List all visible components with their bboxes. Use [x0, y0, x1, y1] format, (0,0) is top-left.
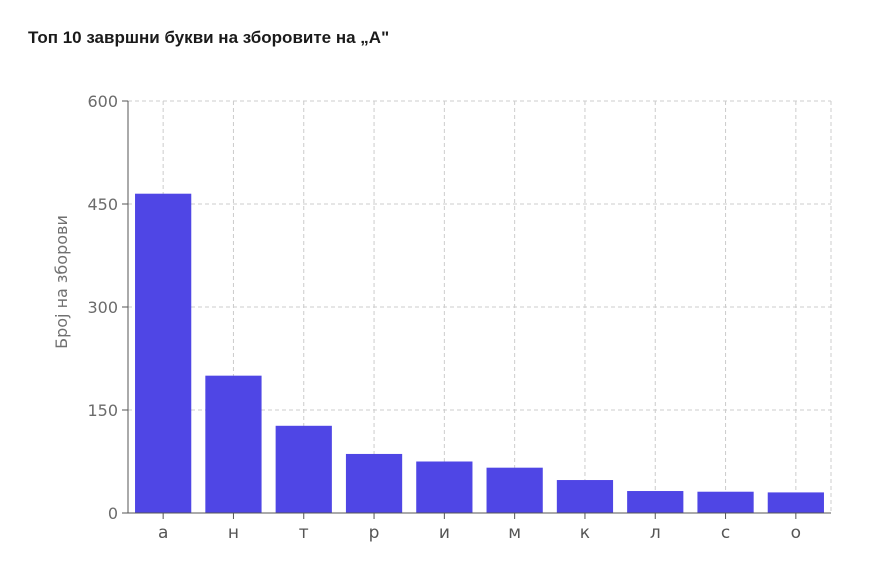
axes [122, 100, 831, 519]
tick-labels: 0 150 300 450 600 а н т р и м к л с о [87, 92, 801, 543]
x-tick-label: т [299, 523, 309, 543]
bar [486, 467, 543, 513]
x-tick-label: р [369, 523, 380, 543]
y-tick-label: 300 [87, 298, 118, 317]
y-tick-label: 600 [87, 92, 118, 111]
bar [697, 491, 754, 513]
chart-title: Топ 10 завршни букви на зборовите на „А" [28, 28, 390, 47]
bar [345, 453, 403, 513]
x-tick-label: н [228, 523, 239, 543]
bar [416, 461, 473, 513]
y-tick-label: 0 [108, 504, 118, 523]
x-tick-label: м [508, 523, 521, 543]
bar [767, 492, 824, 513]
bars [135, 193, 824, 513]
y-tick-label: 150 [87, 401, 118, 420]
x-tick-label: о [791, 523, 801, 543]
bar [627, 491, 684, 513]
x-tick-label: к [580, 523, 590, 543]
y-tick-label: 450 [87, 195, 118, 214]
x-tick-label: а [158, 523, 168, 543]
bar [205, 375, 262, 513]
grid-lines [128, 100, 832, 513]
x-tick-label: и [439, 523, 450, 543]
bar [275, 425, 332, 513]
bar [135, 193, 192, 513]
x-tick-label: л [650, 523, 661, 543]
x-tick-label: с [721, 523, 730, 543]
y-axis-title: Број на зборови [52, 215, 71, 349]
bar [556, 480, 614, 513]
